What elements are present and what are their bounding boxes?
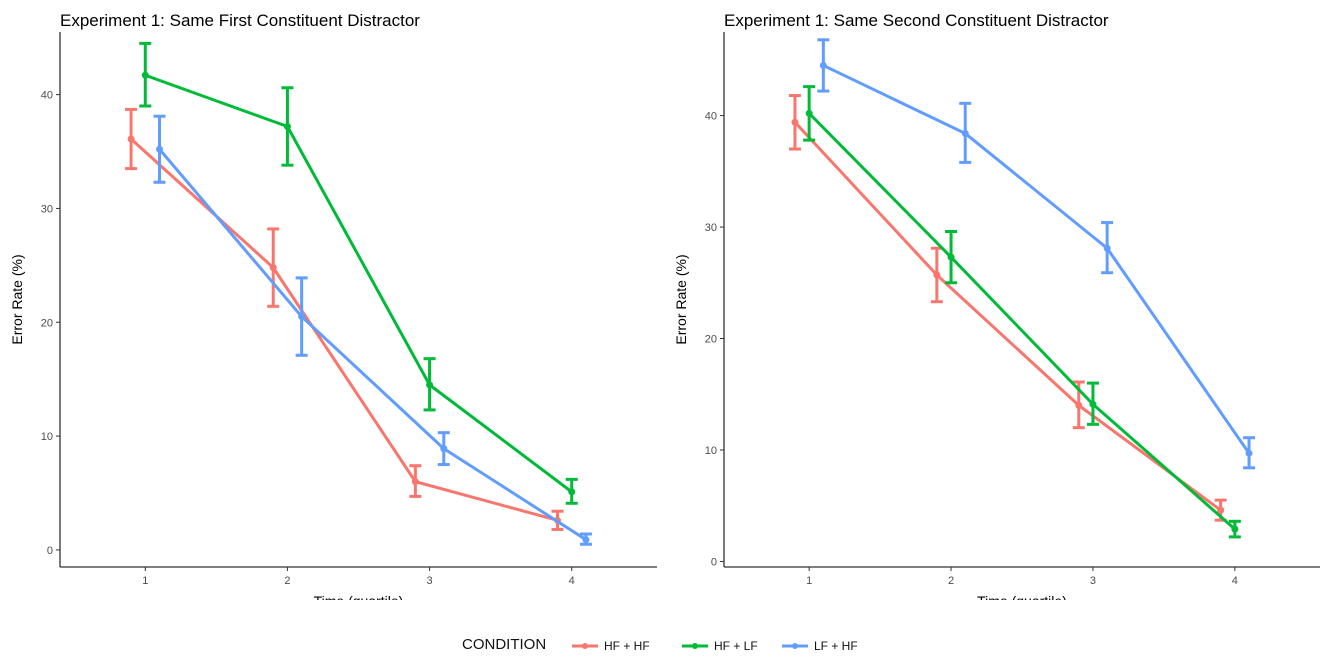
y-axis-label: Error Rate (%) <box>673 254 689 344</box>
legend-label: HF + LF <box>714 639 758 653</box>
series-line <box>821 63 1251 455</box>
legend-key-icon <box>572 643 598 649</box>
data-point <box>269 264 277 272</box>
data-point <box>819 61 827 69</box>
x-axis-label: Time (quartile) <box>977 593 1067 600</box>
x-tick-label: 2 <box>948 575 954 587</box>
series-hf-hf <box>788 94 1227 522</box>
y-tick-label: 30 <box>41 203 53 215</box>
y-axis-label: Error Rate (%) <box>9 254 25 344</box>
data-point <box>440 445 448 453</box>
series-line <box>158 147 588 542</box>
data-point <box>1089 400 1097 408</box>
y-tick-label: 0 <box>711 556 717 568</box>
data-point <box>141 71 149 79</box>
chart-title: Experiment 1: Same Second Constituent Di… <box>724 11 1109 30</box>
data-point <box>1075 401 1083 409</box>
series-hf-lf <box>803 85 1241 539</box>
x-tick-label: 3 <box>1090 575 1096 587</box>
data-point <box>805 109 813 117</box>
data-point <box>1231 525 1239 533</box>
x-tick-label: 4 <box>1232 575 1238 587</box>
data-point <box>411 478 419 486</box>
chart-panel-first-constituent: Experiment 1: Same First Constituent Dis… <box>0 0 664 600</box>
data-point <box>791 118 799 126</box>
data-point <box>283 122 291 130</box>
y-tick-label: 0 <box>47 545 53 557</box>
data-point <box>947 253 955 261</box>
legend-key-icon <box>682 643 708 649</box>
y-tick-label: 40 <box>705 111 717 123</box>
x-tick-label: 1 <box>806 575 812 587</box>
legend-title: CONDITION <box>462 636 547 653</box>
series-line <box>793 120 1223 512</box>
data-point <box>127 135 135 143</box>
y-tick-label: 20 <box>41 317 53 329</box>
y-tick-label: 30 <box>705 222 717 234</box>
legend-item-hf-hf: HF + HF <box>570 637 680 655</box>
series-line <box>143 73 574 494</box>
series-hf-hf <box>125 107 564 531</box>
data-point <box>1217 506 1225 514</box>
chart-title: Experiment 1: Same First Constituent Dis… <box>60 11 420 30</box>
legend-label: LF + HF <box>814 639 858 653</box>
data-point <box>1245 449 1253 457</box>
data-point <box>298 313 306 321</box>
y-tick-label: 20 <box>705 334 717 346</box>
chart-svg: 0 10 20 30 40 1 2 3 4 Time (quartile) Error Rate (… <box>673 32 1320 600</box>
y-tick-label: 10 <box>705 445 717 457</box>
series-lf-hf <box>817 38 1256 470</box>
legend-item-hf-lf: HF + LF <box>680 637 790 655</box>
x-tick-label: 1 <box>142 575 148 587</box>
y-tick-label: 40 <box>41 90 53 102</box>
legend-item-lf-hf: LF + HF <box>780 637 890 655</box>
data-point <box>156 145 163 153</box>
data-point <box>568 488 576 496</box>
series-hf-lf <box>139 41 578 505</box>
legend: CONDITION HF + HF HF + LF LF + HF <box>0 633 1327 657</box>
series-line <box>807 111 1237 531</box>
series-lf-hf <box>153 114 592 546</box>
data-point <box>961 129 969 137</box>
data-point <box>426 381 434 389</box>
data-point <box>933 271 941 279</box>
x-tick-label: 3 <box>427 575 433 587</box>
legend-label: HF + HF <box>604 639 650 653</box>
x-tick-label: 2 <box>284 575 290 587</box>
data-point <box>582 536 590 544</box>
series-line <box>129 137 559 522</box>
chart-svg: 0 10 20 30 40 1 2 3 4 Time (quartile) Error Rate (… <box>9 32 657 600</box>
chart-panel-second-constituent: Experiment 1: Same Second Constituent Di… <box>664 0 1327 600</box>
data-point <box>1103 244 1111 252</box>
y-tick-label: 10 <box>41 431 53 443</box>
x-axis-label: Time (quartile) <box>314 593 404 600</box>
legend-key-icon <box>782 643 808 649</box>
x-tick-label: 4 <box>569 575 575 587</box>
